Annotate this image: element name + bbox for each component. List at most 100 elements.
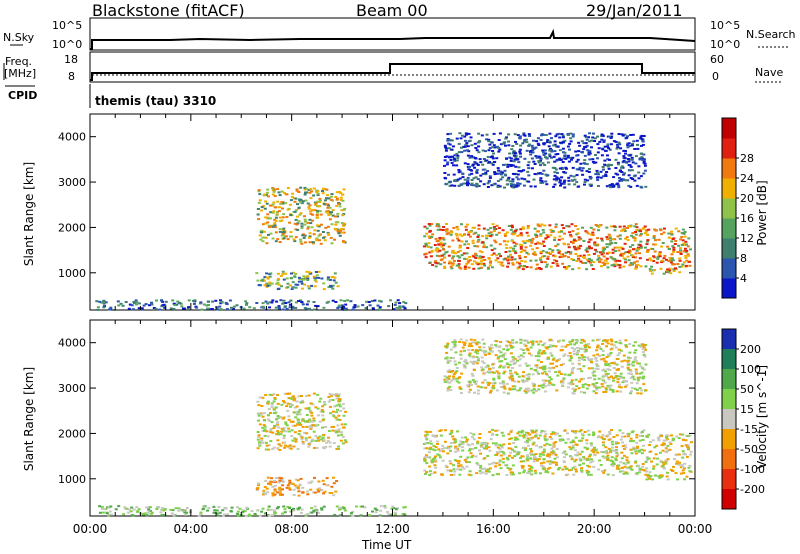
data-cell <box>337 202 341 205</box>
data-cell <box>680 232 684 234</box>
data-cell <box>268 301 272 304</box>
data-cell <box>580 471 584 474</box>
data-cell <box>604 363 608 366</box>
data-cell <box>610 164 613 166</box>
data-cell <box>597 338 601 341</box>
data-cell <box>441 444 445 447</box>
data-cell <box>258 514 262 517</box>
data-cell <box>274 306 278 309</box>
data-cell <box>479 472 483 475</box>
data-cell <box>570 379 574 382</box>
data-cell <box>638 228 642 231</box>
data-cell <box>640 435 644 437</box>
data-cell <box>577 356 581 359</box>
data-cell <box>609 459 613 462</box>
data-cell <box>617 186 621 189</box>
data-cell <box>470 384 473 386</box>
data-cell <box>542 245 546 247</box>
data-cell <box>572 350 576 353</box>
data-cell <box>644 461 648 463</box>
data-cell <box>535 156 539 159</box>
data-cell <box>580 469 584 472</box>
data-cell <box>623 157 627 160</box>
data-cell <box>629 392 633 395</box>
data-cell <box>667 260 671 262</box>
data-cell <box>660 259 664 262</box>
data-cell <box>526 472 530 475</box>
data-cell <box>513 173 517 176</box>
data-cell <box>583 446 587 449</box>
data-cell <box>554 461 558 464</box>
data-cell <box>451 239 455 242</box>
data-cell <box>456 157 460 160</box>
data-cell <box>455 459 459 462</box>
data-cell <box>378 306 382 309</box>
data-cell <box>542 461 546 464</box>
data-cell <box>560 345 564 348</box>
data-cell <box>654 229 658 232</box>
data-cell <box>310 507 314 510</box>
data-cell <box>618 246 622 249</box>
data-cell <box>622 159 626 162</box>
data-cell <box>566 354 570 357</box>
data-cell <box>484 472 488 475</box>
data-cell <box>495 224 499 227</box>
data-cell <box>587 257 591 260</box>
data-cell <box>539 384 542 387</box>
data-cell <box>648 444 652 446</box>
data-cell <box>619 349 623 352</box>
data-cell <box>587 473 590 476</box>
data-cell <box>520 170 524 172</box>
data-cell <box>564 267 568 270</box>
data-cell <box>483 258 487 261</box>
data-cell <box>513 361 517 364</box>
data-cell <box>543 342 547 345</box>
data-cell <box>592 261 596 264</box>
data-cell <box>330 485 334 488</box>
data-cell <box>533 430 537 433</box>
data-cell <box>688 464 692 467</box>
data-cell <box>533 173 537 175</box>
data-cell <box>640 144 643 147</box>
data-cell <box>657 475 661 478</box>
data-cell <box>444 345 447 348</box>
data-cell <box>95 300 99 303</box>
data-cell <box>576 346 580 349</box>
data-cell <box>262 412 266 415</box>
data-cell <box>546 174 550 177</box>
data-cell <box>269 232 273 235</box>
data-cell <box>440 473 443 476</box>
data-cell <box>669 261 673 264</box>
data-cell <box>589 442 593 445</box>
data-cell <box>269 508 273 511</box>
data-cell <box>351 514 355 517</box>
data-cell <box>542 382 546 385</box>
data-cell <box>231 307 235 310</box>
data-cell <box>487 234 491 237</box>
data-cell <box>528 433 532 436</box>
data-cell <box>566 432 569 435</box>
data-cell <box>336 212 340 215</box>
data-cell <box>202 303 206 306</box>
data-cell <box>593 378 597 381</box>
data-cell <box>574 239 578 242</box>
data-cell <box>562 182 566 185</box>
data-cell <box>100 506 104 508</box>
data-cell <box>454 447 458 450</box>
data-cell <box>516 134 520 137</box>
data-cell <box>464 359 468 362</box>
data-cell <box>295 405 299 408</box>
data-cell <box>514 165 518 168</box>
data-cell <box>539 179 543 182</box>
data-cell <box>490 343 494 346</box>
data-cell <box>506 257 510 260</box>
data-cell <box>218 511 222 514</box>
data-cell <box>621 161 625 164</box>
data-cell <box>542 142 546 145</box>
data-cell <box>479 174 483 177</box>
data-cell <box>465 252 469 255</box>
data-cell <box>465 362 469 365</box>
data-cell <box>265 272 269 275</box>
data-cell <box>612 264 616 266</box>
data-cell <box>603 339 607 342</box>
